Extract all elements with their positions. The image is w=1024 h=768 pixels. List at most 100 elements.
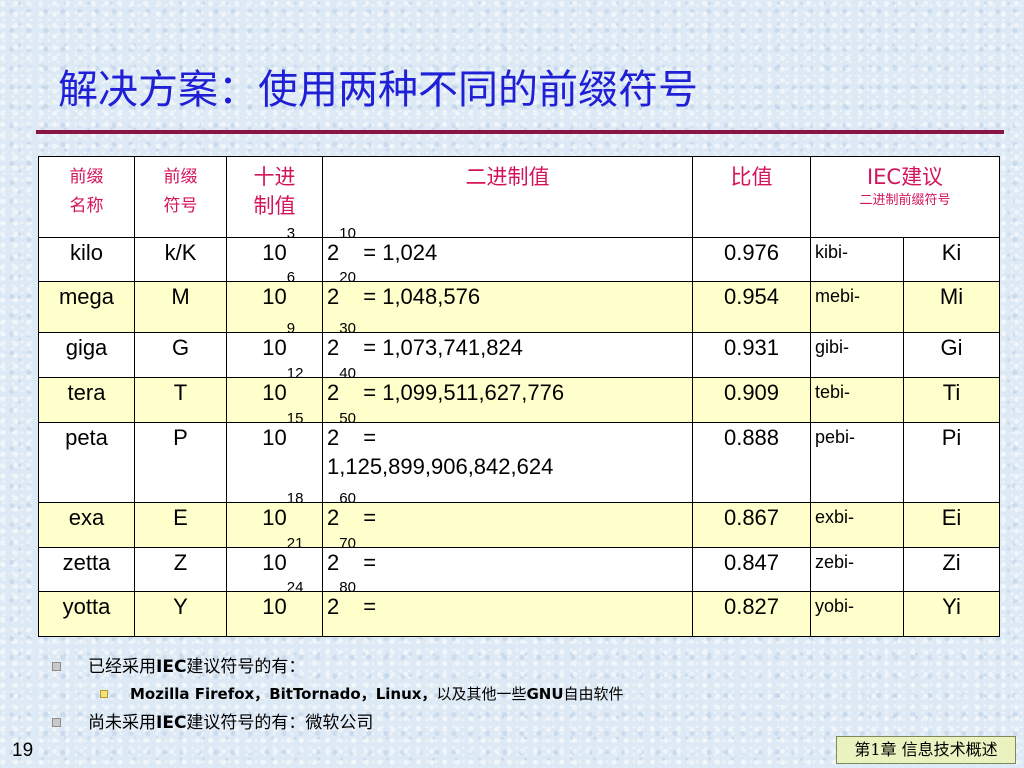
cell-prefix-name: yotta [38,591,135,637]
table-row: zetta Z 10 21 2 70 = 0.847 zebi- Zi [38,536,1001,592]
header-iec: IEC建议 二进制前缀符号 [809,156,1001,238]
cell-ratio: 0.909 [692,377,811,423]
decimal-exponent: 12 [286,365,304,382]
cell-ratio: 0.827 [692,591,811,637]
decimal-exponent: 24 [286,579,304,596]
binary-exponent: 40 [339,365,356,382]
bullet-square-icon [52,718,61,727]
binary-exponent: 70 [339,535,356,552]
cell-iec-prefix: gibi- [810,332,904,378]
cell-iec-prefix: mebi- [810,281,904,333]
cell-iec-symbol: Yi [902,591,1001,637]
cell-ratio: 0.976 [692,237,811,282]
binary-exponent: 10 [339,225,356,242]
binary-exponent: 60 [339,490,356,507]
bullet-adopted: 已经采用IEC建议符号的有： [52,654,624,682]
header-row: 前缀名称 前缀符号 十进制值 二进制值 比值 IEC建议 二进制前缀符号 [38,156,1001,238]
cell-iec-symbol: Gi [902,332,1001,378]
cell-prefix-name: mega [38,281,135,333]
header-iec-title: IEC建议 [866,165,944,189]
cell-ratio: 0.931 [692,332,811,378]
table-row: yotta Y 10 24 2 80 = 0.827 yobi- Yi [38,580,1001,637]
table-row: kilo k/K 10 3 2 10 = 1,024 0.976 kibi- Ki [38,226,1001,282]
table-row: mega M 10 6 2 20 = 1,048,576 0.954 mebi- Mi [38,270,1001,333]
header-ratio: 比值 [692,156,811,238]
table-row: giga G 10 9 2 30 = 1,073,741,824 0.931 gibi… [38,321,1001,378]
cell-prefix-symbol: Y [134,591,227,637]
prefix-table: 前缀名称 前缀符号 十进制值 二进制值 比值 IEC建议 二进制前缀符号 kil… [38,156,1001,637]
cell-prefix-name: giga [38,332,135,378]
cell-prefix-name: zetta [38,547,135,592]
cell-decimal: 10 18 [226,491,323,548]
header-prefix-name: 前缀名称 [38,156,135,238]
cell-ratio: 0.888 [692,422,811,503]
header-prefix-symbol: 前缀符号 [134,156,227,238]
cell-iec-prefix: pebi- [810,422,904,503]
bullet-list: 已经采用IEC建议符号的有： Mozilla Firefox，BitTornad… [52,654,624,738]
cell-binary: 2 10 = 1,024 [322,226,693,282]
cell-decimal: 10 12 [226,366,323,423]
cell-prefix-symbol: M [134,281,227,333]
decimal-exponent: 18 [286,490,304,507]
cell-iec-symbol: Ti [902,377,1001,423]
cell-prefix-symbol: T [134,377,227,423]
page-title: 解决方案：使用两种不同的前缀符号 [58,67,698,113]
cell-prefix-symbol: G [134,332,227,378]
cell-ratio: 0.867 [692,502,811,548]
cell-prefix-name: exa [38,502,135,548]
cell-prefix-symbol: Z [134,547,227,592]
cell-prefix-symbol: P [134,422,227,503]
header-iec-subtitle: 二进制前缀符号 [859,193,951,208]
cell-binary: 2 40 = 1,099,511,627,776 [322,366,693,423]
cell-iec-prefix: yobi- [810,591,904,637]
sub-bullet-square-icon [100,690,108,698]
cell-binary: 2 70 = [322,536,693,592]
cell-ratio: 0.847 [692,547,811,592]
cell-decimal: 10 21 [226,536,323,592]
cell-iec-symbol: Ei [902,502,1001,548]
cell-prefix-name: kilo [38,237,135,282]
cell-iec-prefix: tebi- [810,377,904,423]
page-number: 19 [12,740,34,761]
table-row: peta P 10 15 2 50 = 1,125,899,906,842,624 0.… [38,411,1001,503]
cell-binary: 2 30 = 1,073,741,824 [322,321,693,378]
cell-iec-prefix: zebi- [810,547,904,592]
chapter-label: 第1章 信息技术概述 [836,736,1016,764]
binary-exponent: 80 [339,579,356,596]
decimal-exponent: 9 [286,320,296,337]
header-binary: 二进制值 [322,156,693,238]
cell-binary: 2 50 = 1,125,899,906,842,624 [322,411,693,503]
cell-decimal: 10 6 [226,270,323,333]
decimal-exponent: 3 [286,225,296,242]
cell-iec-prefix: exbi- [810,502,904,548]
binary-exponent: 50 [339,410,356,427]
cell-decimal: 10 15 [226,411,323,503]
cell-iec-symbol: Mi [902,281,1001,333]
sub-bullet-software: Mozilla Firefox，BitTornado，Linux，以及其他一些G… [52,682,624,710]
cell-prefix-name: tera [38,377,135,423]
cell-iec-prefix: kibi- [810,237,904,282]
header-decimal: 十进制值 [226,156,323,238]
table-row: exa E 10 18 2 60 = 0.867 exbi- Ei [38,491,1001,548]
cell-prefix-symbol: E [134,502,227,548]
bullet-square-icon [52,662,61,671]
cell-iec-symbol: Ki [902,237,1001,282]
decimal-exponent: 15 [286,410,304,427]
decimal-exponent: 6 [286,269,296,286]
decimal-exponent: 21 [286,535,304,552]
table-row: tera T 10 12 2 40 = 1,099,511,627,776 0.909… [38,366,1001,423]
cell-binary: 2 60 = [322,491,693,548]
cell-binary: 2 80 = [322,580,693,637]
title-divider [36,130,1004,134]
cell-iec-symbol: Pi [902,422,1001,503]
binary-exponent: 20 [339,269,356,286]
bullet-not-adopted: 尚未采用IEC建议符号的有：微软公司 [52,710,624,738]
cell-decimal: 10 9 [226,321,323,378]
binary-exponent: 30 [339,320,356,337]
cell-binary: 2 20 = 1,048,576 [322,270,693,333]
cell-decimal: 10 24 [226,580,323,637]
cell-ratio: 0.954 [692,281,811,333]
cell-prefix-name: peta [38,422,135,503]
binary-value-continued: 1,125,899,906,842,624 [327,454,554,479]
cell-iec-symbol: Zi [902,547,1001,592]
